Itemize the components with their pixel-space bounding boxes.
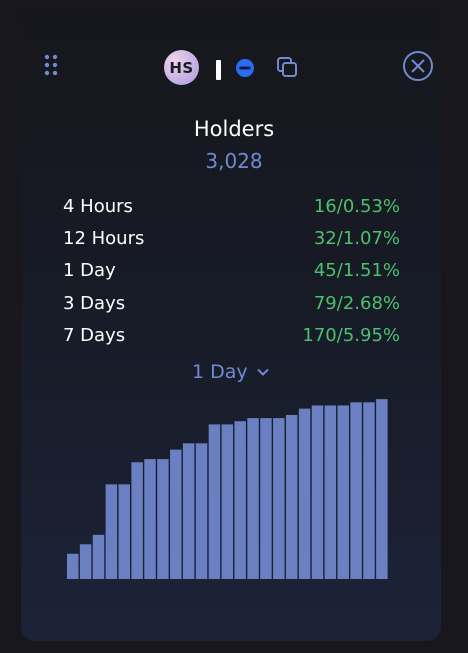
chart-bar (273, 418, 285, 579)
stat-row-1-day: 1 Day 45/1.51% (63, 255, 400, 287)
stat-count: 16 (313, 195, 337, 217)
stat-label: 3 Days (63, 292, 126, 314)
stat-percent: 1.51% (342, 260, 400, 282)
chart-bar (157, 459, 169, 579)
period-dropdown-value: 1 Day (192, 361, 248, 383)
stat-percent: 2.68% (342, 292, 400, 314)
stat-percent: 0.53% (342, 195, 400, 217)
stat-label: 1 Day (63, 260, 116, 282)
stat-value: 170/5.95% (302, 324, 400, 346)
holder-stats-list: 4 Hours 16/0.53% 12 Hours 32/1.07% 1 Day… (63, 190, 400, 351)
chart-bar (247, 418, 259, 579)
avatar[interactable]: HS (164, 50, 199, 85)
copy-icon[interactable] (275, 55, 299, 79)
chart-bar (221, 424, 234, 579)
stat-value: 45/1.51% (313, 260, 400, 282)
chart-bar (234, 421, 246, 579)
chevron-down-icon (256, 368, 269, 376)
chart-bar (118, 484, 130, 579)
stat-percent: 1.07% (342, 227, 400, 249)
close-icon[interactable] (402, 50, 434, 82)
stat-percent: 5.95% (342, 324, 400, 346)
stat-row-7-days: 7 Days 170/5.95% (63, 319, 400, 351)
chart-bar (350, 402, 362, 579)
divider-bar (216, 60, 221, 80)
stat-count: 79 (313, 292, 337, 314)
stat-label: 4 Hours (63, 195, 133, 217)
stat-row-4-hours: 4 Hours 16/0.53% (63, 190, 400, 222)
chart-bar (92, 534, 105, 579)
avatar-initials: HS (169, 58, 194, 77)
chart-bar (67, 553, 79, 579)
chart-bar (337, 405, 349, 579)
stat-value: 16/0.53% (313, 195, 400, 217)
holders-count: 3,028 (205, 149, 263, 173)
chart-bar (324, 405, 337, 579)
stat-label: 12 Hours (63, 227, 145, 249)
drag-handle-icon[interactable] (44, 54, 58, 76)
chart-bar (208, 424, 221, 579)
stat-label: 7 Days (63, 324, 126, 346)
chart-bar (260, 418, 272, 579)
chart-bar (376, 399, 388, 579)
stat-row-12-hours: 12 Hours 32/1.07% (63, 222, 400, 254)
chart-bar (131, 462, 143, 579)
chart-bar (363, 402, 375, 579)
chart-bar (195, 443, 208, 579)
stat-count: 45 (313, 260, 337, 282)
blue-status-dot-icon[interactable] (236, 59, 254, 77)
chart-bar (105, 484, 118, 579)
chart-bar (170, 449, 182, 579)
period-dropdown[interactable]: 1 Day (192, 359, 270, 385)
stat-count: 170 (302, 324, 337, 346)
chart-bar (182, 443, 195, 579)
page-title: Holders (193, 117, 275, 141)
chart-bar (298, 408, 311, 579)
stat-value: 79/2.68% (313, 292, 400, 314)
stat-row-3-days: 3 Days 79/2.68% (63, 287, 400, 319)
stat-count: 32 (313, 227, 337, 249)
chart-bar (79, 544, 92, 579)
chart-bar (144, 459, 156, 579)
stat-value: 32/1.07% (313, 227, 400, 249)
chart-bar (285, 414, 298, 579)
chart-bar (311, 405, 324, 579)
